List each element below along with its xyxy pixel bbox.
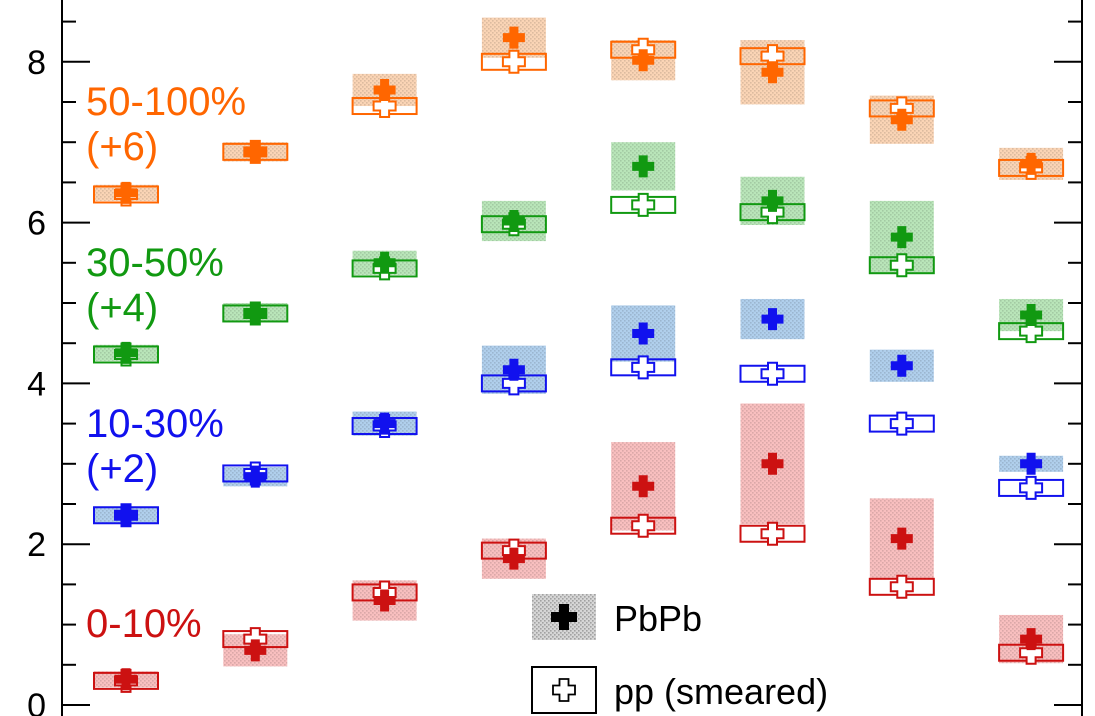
pp-open-cross	[760, 521, 785, 546]
pbpb-filled-cross	[632, 475, 655, 498]
y-tick-label: 2	[27, 526, 46, 564]
legend-pbpb-marker	[551, 604, 577, 630]
pbpb-filled-cross	[373, 412, 396, 435]
pbpb-filled-cross	[244, 301, 267, 324]
pbpb-filled-cross	[373, 589, 396, 612]
pbpb-filled-cross	[244, 639, 267, 662]
group-labels: 0-10% 10-30%(+2) 30-50%(+4) 50-100%(+6)	[86, 80, 246, 646]
data-markers	[115, 26, 1043, 691]
pp-point	[739, 521, 806, 546]
pbpb-uncertainty-band	[740, 298, 805, 340]
pbpb-filled-cross	[632, 49, 655, 72]
pbpb-filled-cross	[115, 181, 137, 204]
pp-open-cross	[631, 192, 656, 217]
pbpb-filled-cross	[244, 465, 267, 488]
pp-point	[868, 411, 935, 436]
group-label: 50-100%	[86, 80, 246, 124]
group-label: 0-10%	[86, 602, 202, 646]
pp-open-cross	[1019, 475, 1044, 500]
y-tick-label: 8	[27, 44, 46, 82]
pbpb-filled-cross	[244, 140, 267, 163]
pp-point	[868, 574, 935, 599]
pbpb-filled-cross	[115, 341, 137, 364]
pp-open-cross	[889, 411, 914, 436]
pbpb-filled-cross	[1020, 452, 1043, 475]
pp-point	[610, 192, 677, 217]
pbpb-filled-cross	[890, 527, 913, 550]
pp-point	[739, 361, 806, 386]
pp-open-cross	[631, 513, 656, 538]
pbpb-uncertainty-band	[611, 142, 676, 191]
y-tick-label: 6	[27, 205, 46, 243]
pp-open-cross	[760, 361, 785, 386]
pp-point	[610, 513, 677, 538]
pp-open-cross	[889, 574, 914, 599]
pbpb-filled-cross	[890, 354, 913, 377]
pbpb-filled-cross	[761, 308, 784, 331]
pbpb-filled-cross	[1020, 304, 1043, 327]
legend-pp-label: pp (smeared)	[614, 671, 828, 712]
group-offset-label: (+6)	[86, 125, 158, 169]
pbpb-filled-cross	[1020, 628, 1043, 651]
pbpb-filled-cross	[890, 108, 913, 131]
pbpb-filled-cross	[373, 78, 396, 101]
pbpb-filled-cross	[761, 61, 784, 84]
pbpb-filled-cross	[761, 452, 784, 475]
group-label: 30-50%	[86, 241, 224, 285]
pbpb-filled-cross	[761, 189, 784, 212]
pp-open-cross	[631, 355, 656, 380]
pp-point	[868, 253, 935, 278]
y-tick-label: 4	[27, 365, 46, 403]
pp-point	[480, 49, 547, 74]
group-label: 10-30%	[86, 402, 224, 446]
pbpb-filled-cross	[115, 503, 137, 526]
pp-point	[998, 475, 1065, 500]
pbpb-filled-cross	[502, 547, 525, 570]
legend-entry-pbpb: PbPb	[532, 594, 702, 640]
legend-pbpb-label: PbPb	[614, 598, 702, 639]
legend: PbPb pp (smeared)	[531, 594, 828, 714]
legend-entry-pp: pp (smeared)	[531, 666, 828, 714]
legend-pp-box	[531, 666, 597, 714]
pbpb-filled-cross	[632, 155, 655, 178]
group-offset-label: (+2)	[86, 447, 158, 491]
pp-open-cross	[1019, 319, 1044, 344]
y-tick-label: 0	[27, 687, 46, 716]
pp-open-cross	[889, 253, 914, 278]
pp-point	[610, 355, 677, 380]
pbpb-filled-cross	[373, 251, 396, 274]
pbpb-filled-cross	[115, 668, 137, 691]
pbpb-filled-cross	[502, 26, 525, 49]
pbpb-filled-cross	[890, 226, 913, 249]
pbpb-filled-cross	[632, 322, 655, 345]
pbpb-filled-cross	[502, 209, 525, 232]
pbpb-filled-cross	[502, 358, 525, 381]
axes: 0 2 4 6 8	[27, 0, 1083, 716]
pbpb-filled-cross	[1020, 152, 1043, 175]
pp-open-cross	[372, 94, 397, 119]
legend-pp-marker	[552, 678, 576, 702]
pp-open-cross	[501, 49, 526, 74]
group-offset-label: (+4)	[86, 286, 158, 330]
